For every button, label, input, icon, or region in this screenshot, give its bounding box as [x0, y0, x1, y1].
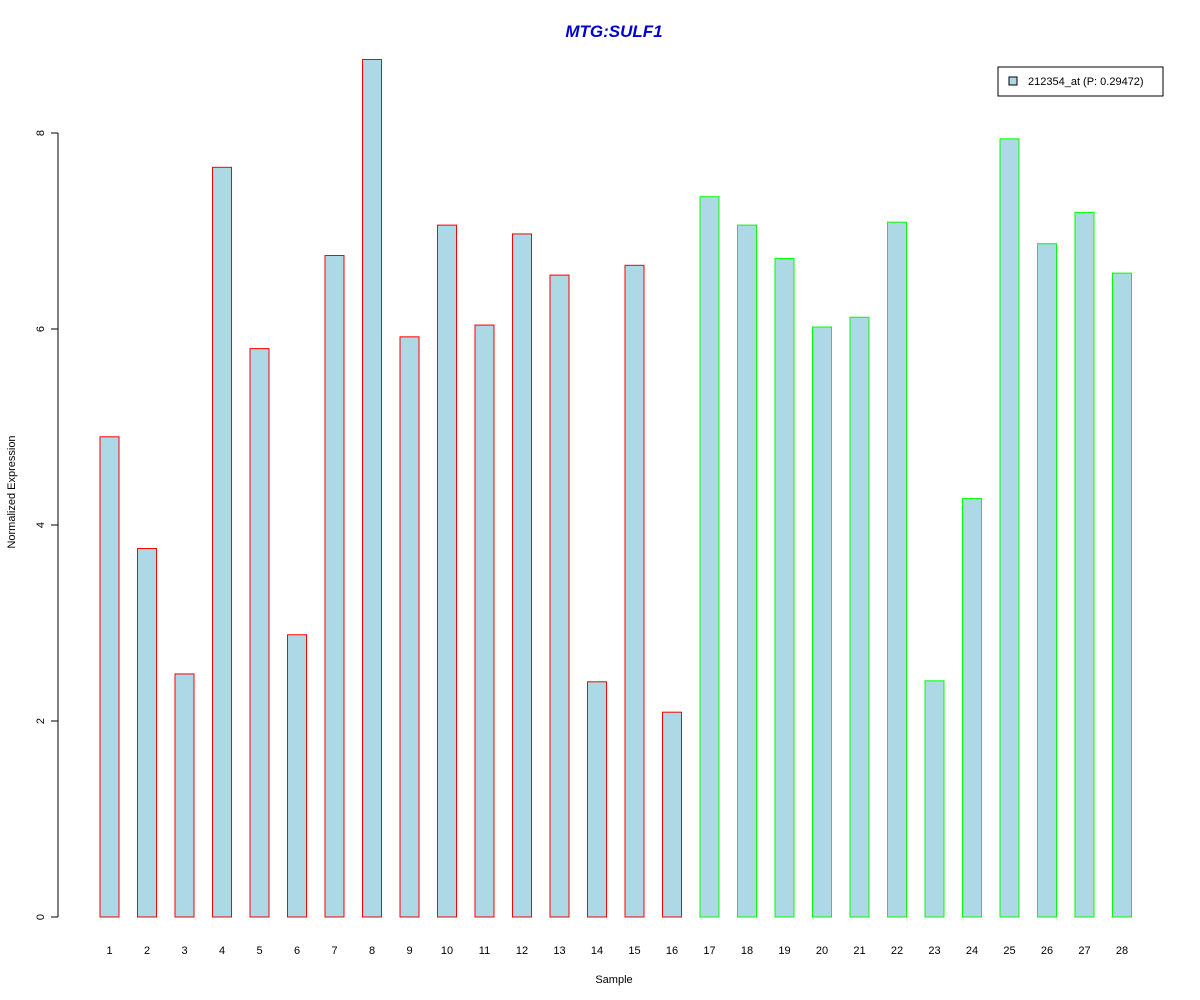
- bar-sample-27: [1074, 211, 1095, 918]
- chart-title: MTG:SULF1: [565, 22, 662, 41]
- bar-sample-25: [999, 138, 1020, 918]
- y-axis: 0 2 4 6 8: [35, 130, 59, 920]
- bar-sample-26: [1037, 243, 1057, 918]
- y-tick-label: 8: [35, 130, 47, 136]
- bar-sample-14: [587, 681, 607, 918]
- bar-sample-2: [137, 548, 157, 918]
- x-tick-label: 16: [666, 945, 678, 957]
- bar-sample-6: [287, 634, 307, 918]
- bars-group: [99, 59, 1132, 918]
- x-tick-label: 17: [703, 945, 715, 957]
- bar-sample-20: [812, 326, 832, 918]
- x-axis-label: Sample: [595, 974, 632, 986]
- x-tick-label: 22: [891, 945, 903, 957]
- bar-sample-21: [849, 316, 870, 918]
- x-tick-label: 23: [928, 945, 940, 957]
- x-tick-label: 3: [181, 945, 187, 957]
- bar-sample-15: [624, 264, 645, 918]
- bar-sample-22: [887, 221, 907, 918]
- y-tick-label: 0: [35, 914, 47, 920]
- x-tick-label: 4: [219, 945, 225, 957]
- bar-sample-7: [324, 255, 345, 918]
- bar-sample-13: [549, 274, 570, 918]
- x-tick-labels: 1 2 3 4 5 6 7 8 9 10 11 12 13 14 15 16 17 18 19 20 21 22 23 24 2…: [106, 945, 1128, 957]
- x-tick-label: 10: [441, 945, 453, 957]
- x-tick-label: 5: [256, 945, 262, 957]
- bar-sample-16: [662, 711, 682, 918]
- bar-sample-17: [699, 196, 720, 918]
- x-tick-label: 2: [144, 945, 150, 957]
- x-tick-label: 6: [294, 945, 300, 957]
- bar-sample-18: [737, 224, 757, 918]
- x-tick-label: 25: [1003, 945, 1015, 957]
- x-tick-label: 21: [853, 945, 865, 957]
- bar-sample-11: [474, 324, 495, 918]
- x-tick-label: 15: [628, 945, 640, 957]
- bar-sample-1: [99, 436, 120, 918]
- bar-sample-10: [437, 224, 457, 918]
- bar-sample-8: [362, 59, 382, 918]
- x-tick-label: 20: [816, 945, 828, 957]
- bar-sample-23: [924, 680, 945, 918]
- bar-sample-3: [174, 673, 195, 918]
- x-tick-label: 18: [741, 945, 753, 957]
- y-tick-label: 4: [35, 522, 47, 528]
- y-tick-label: 6: [35, 326, 47, 332]
- x-tick-label: 13: [553, 945, 565, 957]
- x-tick-label: 19: [778, 945, 790, 957]
- legend-swatch: [1008, 76, 1018, 86]
- x-tick-label: 14: [591, 945, 603, 957]
- legend-label: 212354_at (P: 0.29472): [1028, 76, 1144, 88]
- y-tick-label: 2: [35, 718, 47, 724]
- bar-sample-24: [962, 498, 982, 918]
- bar-sample-19: [774, 257, 795, 918]
- x-tick-label: 28: [1116, 945, 1128, 957]
- legend-box: [997, 66, 1164, 97]
- x-tick-label: 24: [966, 945, 978, 957]
- x-tick-label: 12: [516, 945, 528, 957]
- x-tick-label: 7: [331, 945, 337, 957]
- x-tick-label: 8: [369, 945, 375, 957]
- x-tick-label: 27: [1078, 945, 1090, 957]
- bar-sample-4: [212, 166, 232, 918]
- x-tick-label: 1: [106, 945, 112, 957]
- y-axis-label: Normalized Expression: [6, 435, 18, 548]
- x-tick-label: 26: [1041, 945, 1053, 957]
- bar-sample-12: [512, 233, 532, 918]
- x-tick-label: 11: [479, 945, 490, 957]
- bar-sample-5: [249, 348, 270, 918]
- x-tick-label: 9: [406, 945, 412, 957]
- bar-sample-9: [399, 336, 420, 918]
- legend: 212354_at (P: 0.29472): [997, 66, 1164, 97]
- bar-sample-28: [1112, 272, 1132, 918]
